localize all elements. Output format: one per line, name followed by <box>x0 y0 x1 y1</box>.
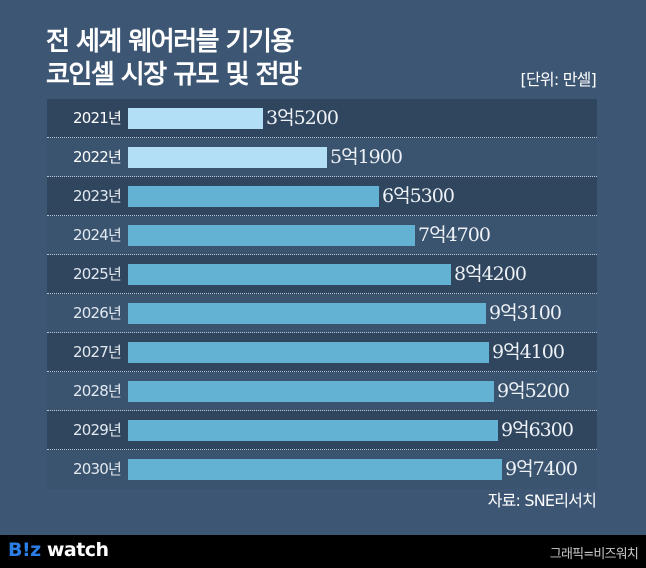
year-label: 2027년 <box>73 343 122 361</box>
year-label: 2029년 <box>73 421 122 439</box>
bar-chart: 2021년 3억5200 2022년 5억1900 2023년 6억5300 2024년 7억… <box>47 99 597 489</box>
chart-title-line-1: 전 세계 웨어러블 기기용 <box>46 27 294 57</box>
year-label: 2023년 <box>73 187 122 205</box>
value-label: 5억1900 <box>330 146 403 168</box>
logo-biz: B!z <box>8 539 41 561</box>
chart-title: 전 세계 웨어러블 기기용 코인셀 시장 규모 및 전망 <box>46 26 302 92</box>
value-label: 9억5200 <box>497 380 570 402</box>
value-label: 9억7400 <box>505 458 578 480</box>
chart-row: 2029년 9억6300 <box>47 411 597 450</box>
bar <box>128 225 415 246</box>
value-label: 8억4200 <box>454 263 527 285</box>
chart-row: 2027년 9억4100 <box>47 333 597 372</box>
value-label: 9억6300 <box>501 419 574 441</box>
bar <box>128 303 486 324</box>
chart-row: 2026년 9억3100 <box>47 294 597 333</box>
unit-label: [단위: 만셀] <box>520 70 597 89</box>
year-label: 2024년 <box>73 226 122 244</box>
bar <box>128 381 494 402</box>
source-label: 자료: SNE리서치 <box>487 491 597 510</box>
year-label: 2026년 <box>73 304 122 322</box>
bar <box>128 264 451 285</box>
chart-row: 2023년 6억5300 <box>47 177 597 216</box>
logo-watch: watch <box>40 539 109 561</box>
value-label: 9억3100 <box>489 302 562 324</box>
year-label: 2028년 <box>73 382 122 400</box>
year-label: 2021년 <box>73 109 122 127</box>
chart-title-line-2: 코인셀 시장 규모 및 전망 <box>46 60 302 90</box>
bar <box>128 459 502 480</box>
chart-row: 2024년 7억4700 <box>47 216 597 255</box>
bar <box>128 147 327 168</box>
chart-row: 2021년 3억5200 <box>47 99 597 138</box>
bizwatch-logo: B!z watch <box>8 539 109 561</box>
graphic-credit: 그래픽=비즈워치 <box>549 547 639 562</box>
chart-row: 2028년 9억5200 <box>47 372 597 411</box>
value-label: 6억5300 <box>382 185 455 207</box>
value-label: 9억4100 <box>492 341 565 363</box>
bar <box>128 108 263 129</box>
footer-bar: B!z watch 그래픽=비즈워치 <box>0 535 646 568</box>
value-label: 3억5200 <box>266 107 339 129</box>
chart-row: 2022년 5억1900 <box>47 138 597 177</box>
value-label: 7억4700 <box>418 224 491 246</box>
bar <box>128 420 498 441</box>
chart-row: 2025년 8억4200 <box>47 255 597 294</box>
year-label: 2025년 <box>73 265 122 283</box>
bar <box>128 186 379 207</box>
year-label: 2030년 <box>73 460 122 478</box>
chart-row: 2030년 9억7400 <box>47 450 597 489</box>
bar <box>128 342 489 363</box>
year-label: 2022년 <box>73 148 122 166</box>
